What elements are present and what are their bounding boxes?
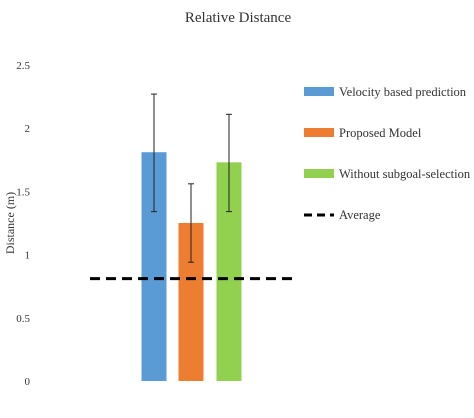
y-axis-ticks: 0 0.5 1 1.5 2 2.5 [16, 60, 30, 388]
y-tick-label: 0.5 [16, 313, 30, 325]
legend-label: Average [339, 208, 381, 222]
error-bars-group [151, 93, 232, 263]
chart-title: Relative Distance [185, 10, 292, 26]
y-tick-label: 2 [25, 123, 31, 135]
legend-label: Velocity based prediction [339, 85, 467, 99]
legend: Velocity based prediction Proposed Model W… [304, 85, 471, 222]
legend-swatch [304, 87, 334, 96]
y-tick-label: 2.5 [16, 60, 30, 72]
legend-swatch [304, 128, 334, 137]
y-tick-label: 1 [25, 250, 31, 262]
legend-label: Proposed Model [339, 126, 422, 140]
legend-swatch [304, 169, 334, 178]
y-tick-label: 0 [25, 376, 31, 388]
y-axis-label: Distance (m) [3, 192, 17, 254]
y-tick-label: 1.5 [16, 186, 30, 198]
legend-label: Without subgoal-selection [339, 167, 471, 181]
